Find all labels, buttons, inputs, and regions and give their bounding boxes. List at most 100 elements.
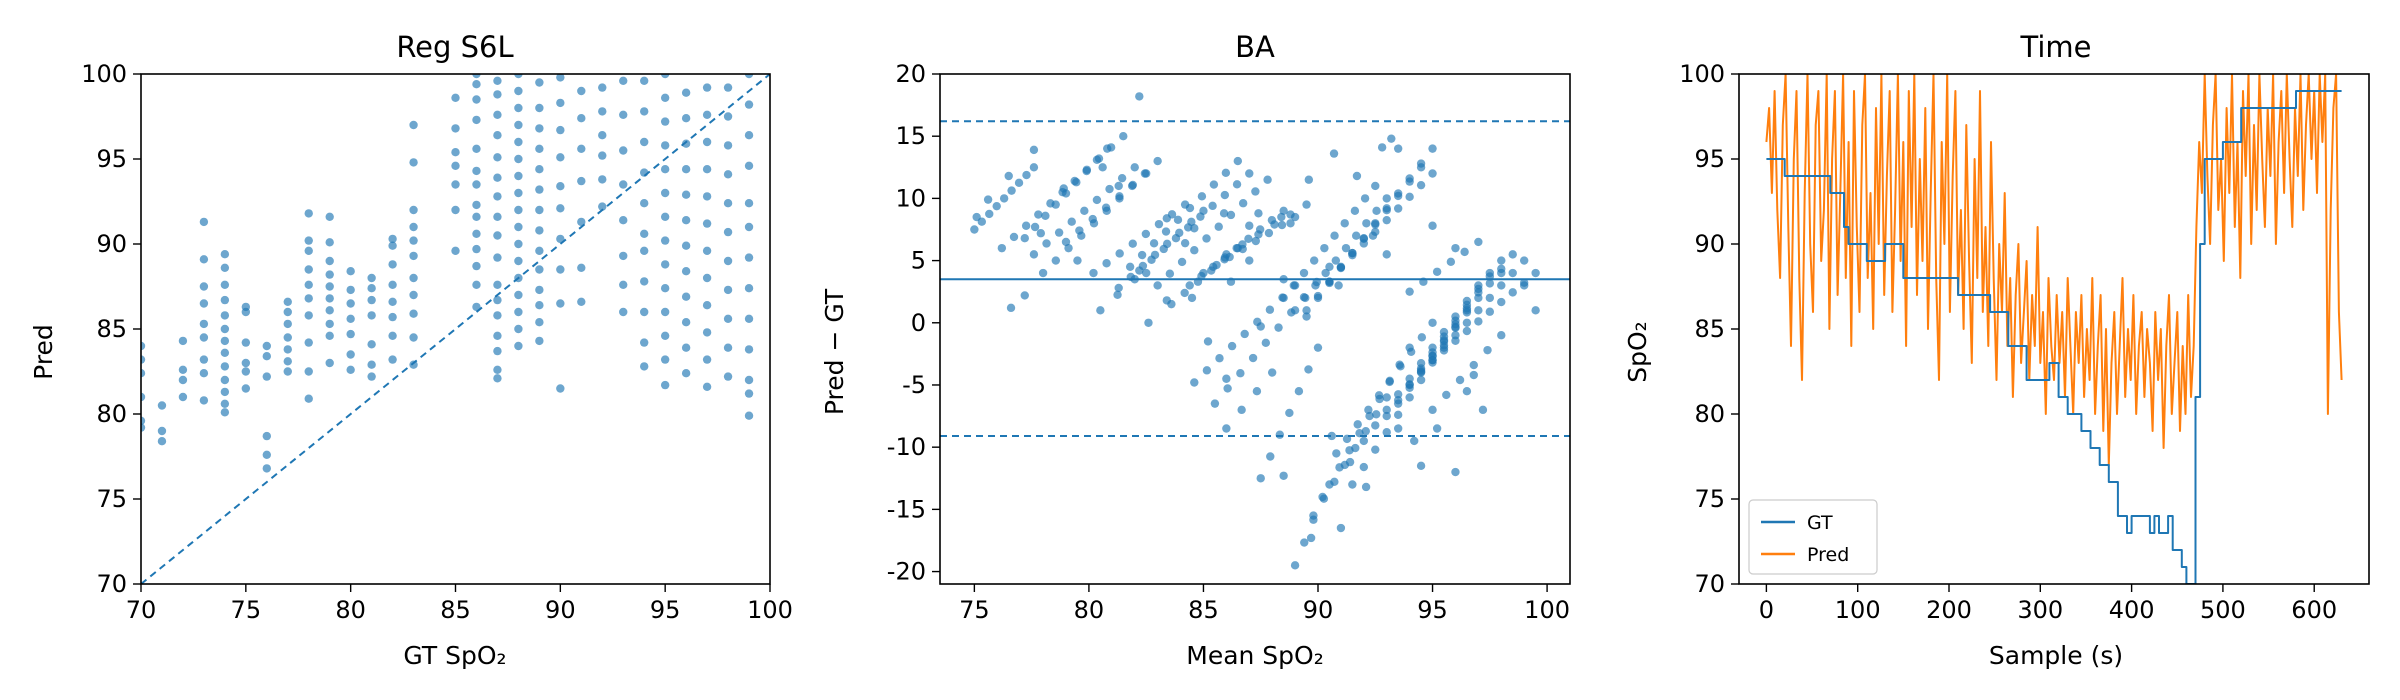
ticks: 70 75 80 85 90 95 100 70 75 80 85 90 95 100 [81, 60, 793, 624]
data-point [241, 384, 251, 393]
panel-title: Time [2020, 30, 2092, 64]
data-point [1171, 233, 1181, 243]
data-point [514, 222, 523, 232]
data-point [346, 285, 355, 295]
data-point [1302, 312, 1311, 321]
data-point [1029, 250, 1039, 259]
x-tick-label: 75 [231, 596, 262, 624]
data-point [1405, 287, 1414, 296]
data-point [1030, 222, 1040, 232]
x-tick-label: 500 [2200, 596, 2246, 624]
data-point [1396, 362, 1405, 371]
y-tick-label: 0 [911, 309, 926, 337]
data-point [220, 399, 230, 408]
data-point [1382, 428, 1391, 437]
data-point [493, 76, 502, 86]
data-point [1462, 326, 1472, 336]
data-point [1432, 267, 1442, 276]
data-point [660, 188, 670, 198]
plot-content [141, 74, 770, 584]
data-point [1203, 337, 1213, 346]
data-point [1304, 365, 1313, 374]
data-point [199, 396, 209, 405]
data-point [681, 114, 691, 123]
data-point [535, 185, 544, 194]
data-point [1141, 229, 1151, 239]
data-point [346, 350, 355, 359]
data-point [514, 171, 523, 181]
data-point [556, 234, 565, 244]
data-point [472, 144, 481, 153]
data-point [1302, 200, 1311, 209]
data-point [1113, 290, 1122, 299]
data-point [325, 331, 334, 340]
data-point [1371, 445, 1380, 454]
data-point [451, 205, 460, 215]
data-point [1350, 206, 1360, 216]
data-point [304, 338, 313, 347]
data-point [1371, 421, 1380, 430]
data-point [220, 408, 230, 417]
data-point [681, 88, 691, 97]
data-point [493, 110, 502, 120]
x-tick-label: 100 [1524, 596, 1570, 624]
data-point [702, 355, 712, 364]
data-point [640, 168, 649, 177]
data-point [619, 216, 628, 225]
data-point [1372, 410, 1381, 419]
y-tick-label: 95 [96, 145, 127, 173]
data-point [493, 212, 502, 221]
data-point [1034, 210, 1043, 219]
data-point [1428, 144, 1437, 153]
data-point [367, 372, 376, 381]
data-point [723, 227, 733, 237]
data-point [660, 212, 670, 221]
data-point [1279, 293, 1288, 303]
data-point [681, 318, 691, 327]
data-point [640, 199, 649, 208]
data-point [1115, 192, 1124, 201]
data-point [1162, 296, 1172, 305]
data-point [1029, 145, 1039, 155]
data-point [1469, 370, 1478, 380]
data-point [472, 302, 481, 312]
data-point [1290, 561, 1300, 570]
data-point [493, 311, 502, 320]
data-point [1219, 209, 1229, 218]
data-point [1406, 347, 1416, 357]
data-point [1237, 405, 1246, 415]
data-point [1325, 262, 1334, 272]
data-point [1478, 405, 1488, 415]
legend-label: Pred [1807, 544, 1849, 566]
data-point [514, 205, 523, 215]
data-point [535, 226, 544, 235]
data-point [1214, 222, 1223, 231]
data-point [1212, 260, 1221, 270]
data-point [241, 358, 251, 368]
data-point [1329, 149, 1339, 158]
data-point [1082, 166, 1091, 176]
data-point [1141, 268, 1151, 278]
data-point [367, 284, 376, 293]
data-point [1041, 211, 1050, 221]
x-axis-label: GT SpO₂ [403, 641, 506, 670]
data-point [1531, 306, 1540, 315]
data-point [1469, 360, 1478, 370]
data-point [199, 369, 209, 378]
data-point [472, 229, 481, 238]
data-point [1368, 231, 1378, 240]
data-point [409, 360, 418, 369]
data-point [598, 131, 607, 140]
data-point [1254, 230, 1263, 239]
data-point [992, 201, 1001, 211]
data-point [660, 117, 670, 126]
data-point [1531, 268, 1540, 278]
data-point [1233, 156, 1243, 166]
data-point [1451, 336, 1460, 345]
data-point [1294, 386, 1304, 396]
data-point [1393, 410, 1403, 420]
panel-bland-altman: BA Mean SpO₂ Pred − GT 75 80 85 90 95 100-20-… [820, 30, 1571, 670]
data-point [1072, 178, 1081, 187]
data-point [1405, 380, 1414, 390]
data-point [1405, 174, 1414, 183]
